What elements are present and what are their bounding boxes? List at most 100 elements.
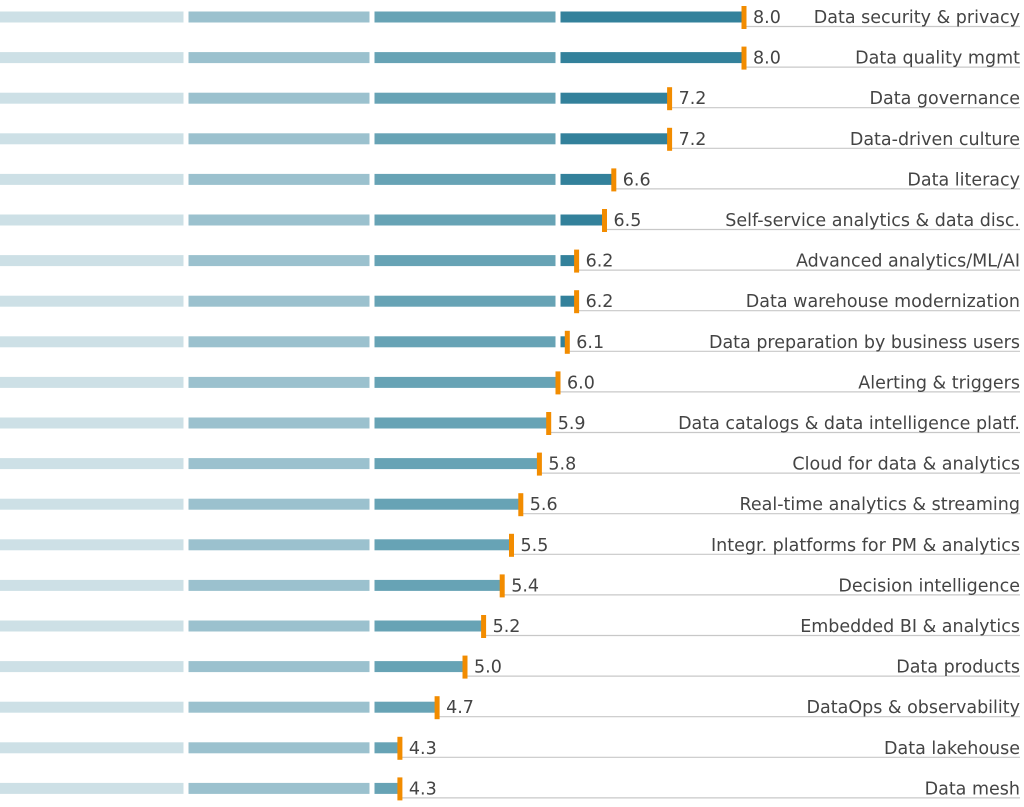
value-marker xyxy=(602,209,607,232)
bar-segment xyxy=(0,52,184,64)
bar-segment xyxy=(560,11,744,23)
value-marker xyxy=(462,655,468,679)
category-label: Data warehouse modernization xyxy=(746,292,1020,312)
bar-segment xyxy=(188,295,370,307)
bar-segment xyxy=(188,52,370,64)
bar-segment xyxy=(0,742,184,754)
value-label: 6.6 xyxy=(623,170,651,190)
bar-segment xyxy=(0,214,184,226)
bar-segment xyxy=(188,458,370,470)
value-marker xyxy=(574,249,580,273)
value-marker xyxy=(741,46,747,70)
bar-segment xyxy=(188,498,370,510)
bar-segment xyxy=(374,498,521,510)
bar-segment xyxy=(560,173,614,185)
value-marker xyxy=(611,168,617,192)
value-label: 6.1 xyxy=(576,333,604,353)
value-label: 5.8 xyxy=(548,455,576,475)
bar-segment xyxy=(374,701,438,713)
bar-segment xyxy=(0,417,184,429)
bar-segment xyxy=(560,52,744,64)
bar-segment xyxy=(188,539,370,551)
value-label: 5.2 xyxy=(493,617,521,637)
bar-segment xyxy=(374,417,549,429)
bar-segment xyxy=(188,620,370,632)
value-marker xyxy=(667,87,673,111)
value-label: 7.2 xyxy=(679,130,707,150)
value-marker xyxy=(536,452,542,476)
value-marker xyxy=(574,290,580,314)
bar-segment xyxy=(188,336,370,348)
category-label: Advanced analytics/ML/AI xyxy=(796,252,1020,272)
bar-segment xyxy=(188,92,370,104)
bar-segment xyxy=(374,539,512,551)
bar-segment xyxy=(188,782,370,794)
bar-segment xyxy=(188,133,370,145)
value-label: 8.0 xyxy=(753,49,781,69)
category-label: Data catalogs & data intelligence platf. xyxy=(678,414,1020,434)
category-label: Data-driven culture xyxy=(850,130,1020,150)
bar-segment xyxy=(560,92,670,104)
bar-segment xyxy=(0,620,184,632)
bar-segment xyxy=(0,498,184,510)
category-label: Data governance xyxy=(870,89,1020,109)
value-label: 6.0 xyxy=(567,373,595,393)
value-marker xyxy=(434,696,440,720)
category-label: Cloud for data & analytics xyxy=(792,455,1020,475)
value-label: 5.5 xyxy=(521,536,549,556)
value-marker xyxy=(397,736,403,760)
bar-segment xyxy=(0,11,184,23)
bar-segment xyxy=(0,336,184,348)
bar-segment xyxy=(0,701,184,713)
bar-segment xyxy=(188,11,370,23)
bar-segment xyxy=(0,782,184,794)
value-label: 4.7 xyxy=(446,698,474,718)
value-label: 5.9 xyxy=(558,414,586,434)
value-marker xyxy=(564,330,570,354)
value-label: 4.3 xyxy=(409,739,437,759)
bar-segment xyxy=(560,336,568,348)
value-label: 7.2 xyxy=(679,89,707,109)
bar-segment xyxy=(374,458,540,470)
bar-segment xyxy=(374,214,556,226)
category-label: Integr. platforms for PM & analytics xyxy=(711,536,1020,556)
value-marker xyxy=(741,6,747,29)
value-label: 8.0 xyxy=(753,8,781,28)
category-label: Data quality mgmt xyxy=(855,49,1020,69)
bar-segment xyxy=(374,742,400,754)
value-marker xyxy=(555,371,561,395)
bar-segment xyxy=(188,214,370,226)
bar-segment xyxy=(0,92,184,104)
bar-segment xyxy=(560,255,577,267)
value-marker xyxy=(397,777,403,801)
bar-segment xyxy=(188,255,370,267)
value-marker xyxy=(481,615,487,638)
bar-segment xyxy=(0,173,184,185)
bar-segment xyxy=(0,661,184,673)
bar-segment xyxy=(560,295,577,307)
bar-segment xyxy=(188,417,370,429)
bar-segment xyxy=(374,133,556,145)
value-label: 6.2 xyxy=(586,292,614,312)
category-label: Decision intelligence xyxy=(838,576,1020,596)
value-marker xyxy=(518,493,524,517)
bar-segment xyxy=(374,92,556,104)
bar-segment xyxy=(0,133,184,145)
category-label: Data literacy xyxy=(907,170,1020,190)
category-label: Data mesh xyxy=(925,779,1020,799)
bar-segment xyxy=(374,173,556,185)
bar-segment xyxy=(374,620,484,632)
bar-segment xyxy=(374,295,556,307)
value-marker xyxy=(667,127,673,151)
bar-segment xyxy=(374,255,556,267)
bar-segment xyxy=(374,11,556,23)
value-label: 6.5 xyxy=(614,211,642,231)
value-label: 6.2 xyxy=(586,252,614,272)
bar-segment xyxy=(188,742,370,754)
bar-segment xyxy=(188,661,370,673)
bar-segment xyxy=(0,255,184,267)
bar-segment xyxy=(188,701,370,713)
value-marker xyxy=(509,533,514,557)
bar-segment xyxy=(0,295,184,307)
